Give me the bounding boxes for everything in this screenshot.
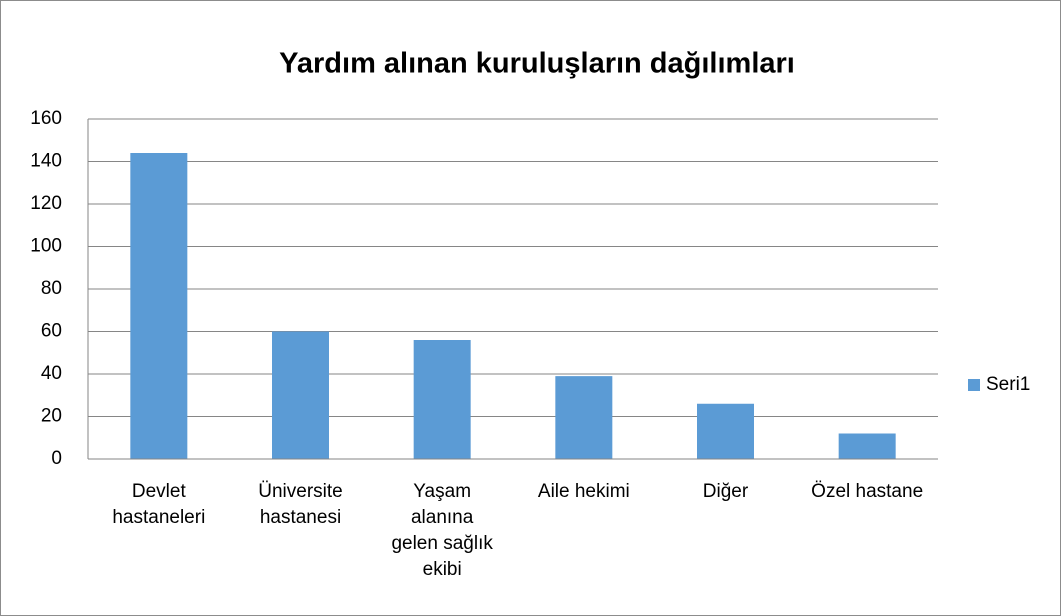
- x-tick-label: Aile hekimi: [538, 481, 630, 502]
- bar: [838, 433, 896, 459]
- y-tick-label: 0: [51, 448, 62, 469]
- y-tick-label: 60: [41, 321, 62, 342]
- legend-swatch: [968, 379, 980, 391]
- chart-title: Yardım alınan kuruluşların dağılımları: [279, 48, 795, 80]
- y-tick-label: 80: [41, 278, 62, 299]
- bar: [413, 340, 471, 459]
- legend-label: Seri1: [986, 374, 1030, 395]
- y-tick-label: 20: [41, 406, 62, 427]
- x-tick-label: Üniversite hastanesi: [258, 481, 342, 528]
- y-tick-label: 140: [30, 151, 62, 172]
- bar: [697, 403, 754, 459]
- y-tick-label: 160: [30, 108, 62, 129]
- x-tick-label: Devlet hastaneleri: [112, 481, 205, 528]
- x-tick-label: Yaşam alanına gelen sağlık ekibi: [391, 481, 493, 580]
- y-tick-label: 40: [41, 363, 62, 384]
- bar: [555, 376, 613, 459]
- x-tick-label: Özel hastane: [811, 481, 923, 502]
- y-tick-label: 120: [30, 193, 62, 214]
- bar: [272, 331, 329, 459]
- y-tick-label: 100: [30, 236, 62, 257]
- bar: [130, 153, 188, 459]
- x-tick-label: Diğer: [703, 481, 749, 502]
